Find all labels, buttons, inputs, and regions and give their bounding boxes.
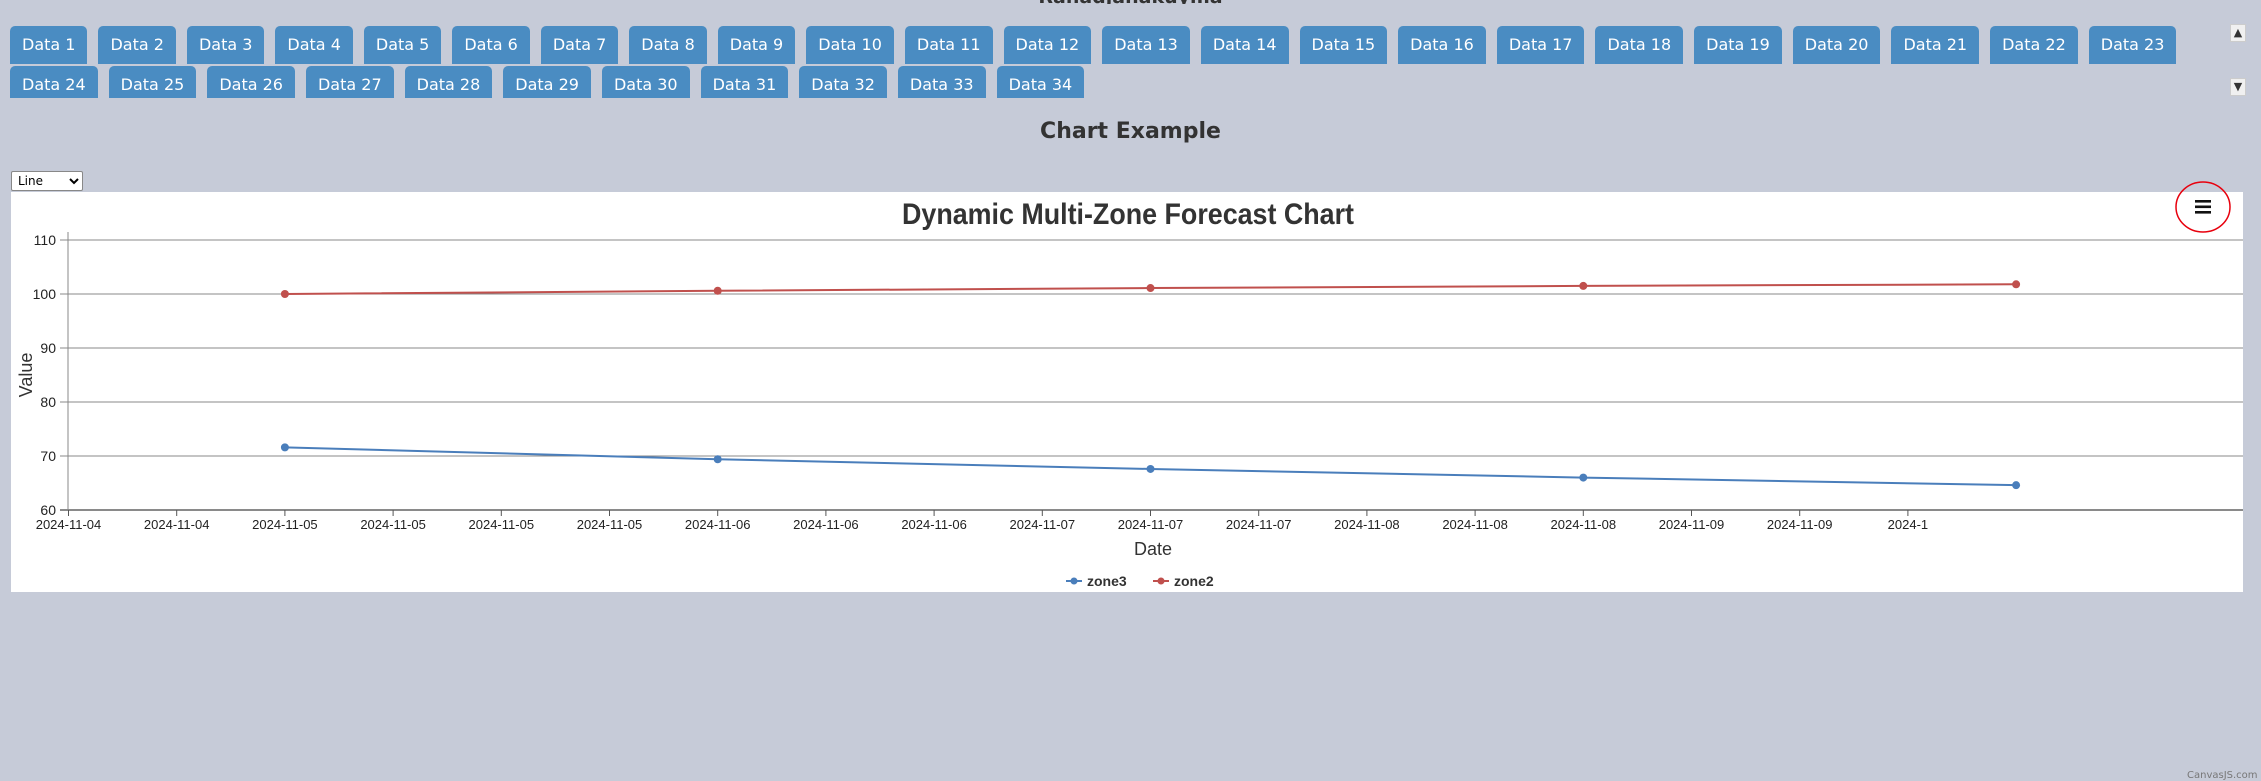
data-point-zone3 <box>1146 464 1155 473</box>
tab-data-30[interactable]: Data 30 <box>601 66 690 98</box>
credit-link[interactable]: CanvasJS.com <box>2187 770 2258 781</box>
tab-data-27[interactable]: Data 27 <box>305 66 394 98</box>
legend-label-zone2: zone2 <box>1174 573 1214 589</box>
data-point-zone3 <box>1579 473 1588 482</box>
tab-data-24[interactable]: Data 24 <box>10 66 98 98</box>
x-tick-label: 2024-11-04 <box>36 517 102 532</box>
x-axis-title: Date <box>1134 539 1172 559</box>
data-tab-bar: Data 1 Data 2 Data 3 Data 4 Data 5 Data 6 Data… <box>10 26 2210 98</box>
data-point-zone3 <box>2012 481 2021 490</box>
tab-data-29[interactable]: Data 29 <box>503 66 591 98</box>
data-point-zone2 <box>2012 280 2021 289</box>
x-tick-label: 2024-11-06 <box>901 517 967 532</box>
y-tick-label: 70 <box>40 448 56 464</box>
chart-menu-button[interactable] <box>2172 180 2232 235</box>
x-tick-label: 2024-11-04 <box>144 517 210 532</box>
tab-data-13[interactable]: Data 13 <box>1102 26 1190 64</box>
legend-marker-zone2 <box>1157 577 1165 585</box>
x-tick-label: 2024-11-07 <box>1118 517 1184 532</box>
x-tick-label: 2024-11-05 <box>577 517 643 532</box>
tab-data-32[interactable]: Data 32 <box>799 66 887 98</box>
x-tick-label: 2024-11-05 <box>252 517 318 532</box>
data-point-zone2 <box>713 286 722 295</box>
y-tick-label: 90 <box>40 340 56 356</box>
red-annotation-circle <box>2175 181 2231 233</box>
data-point-zone2 <box>1579 281 1588 290</box>
tab-data-17[interactable]: Data 17 <box>1496 26 1585 64</box>
tab-data-31[interactable]: Data 31 <box>700 66 789 98</box>
x-tick-label: 2024-11-08 <box>1442 517 1508 532</box>
tab-data-1[interactable]: Data 1 <box>10 26 88 64</box>
tab-data-3[interactable]: Data 3 <box>186 26 265 64</box>
x-tick-label: 2024-11-08 <box>1551 517 1617 532</box>
tab-data-7[interactable]: Data 7 <box>540 26 619 64</box>
x-tick-label: 2024-11-07 <box>1226 517 1292 532</box>
tab-data-15[interactable]: Data 15 <box>1299 26 1388 64</box>
tab-data-28[interactable]: Data 28 <box>404 66 493 98</box>
tab-data-33[interactable]: Data 33 <box>897 66 986 98</box>
y-tick-label: 110 <box>34 232 57 248</box>
tab-data-14[interactable]: Data 14 <box>1200 26 1289 64</box>
tab-data-9[interactable]: Data 9 <box>717 26 796 64</box>
tab-data-5[interactable]: Data 5 <box>363 26 442 64</box>
tab-data-20[interactable]: Data 20 <box>1792 26 1881 64</box>
x-tick-label: 2024-1 <box>1888 517 1928 532</box>
x-tick-label: 2024-11-09 <box>1767 517 1833 532</box>
tab-data-22[interactable]: Data 22 <box>1990 26 2078 64</box>
x-tick-label: 2024-11-06 <box>685 517 751 532</box>
tab-data-10[interactable]: Data 10 <box>806 26 894 64</box>
tab-data-34[interactable]: Data 34 <box>996 66 1085 98</box>
y-axis-title: Value <box>16 353 36 398</box>
x-tick-label: 2024-11-07 <box>1010 517 1076 532</box>
tab-data-19[interactable]: Data 19 <box>1694 26 1782 64</box>
tab-data-21[interactable]: Data 21 <box>1891 26 1980 64</box>
tab-data-23[interactable]: Data 23 <box>2088 26 2177 64</box>
hamburger-menu-icon <box>2195 200 2211 214</box>
tab-data-11[interactable]: Data 11 <box>904 26 993 64</box>
legend-marker-zone3 <box>1070 577 1078 585</box>
tab-data-16[interactable]: Data 16 <box>1398 26 1486 64</box>
tab-data-6[interactable]: Data 6 <box>452 26 530 64</box>
x-tick-label: 2024-11-05 <box>360 517 426 532</box>
chart-container: Dynamic Multi-Zone Forecast Chart 60 70 80 9… <box>11 192 2258 781</box>
x-tick-label: 2024-11-08 <box>1334 517 1400 532</box>
chart-title: Dynamic Multi-Zone Forecast Chart <box>902 198 1354 231</box>
tab-data-4[interactable]: Data 4 <box>275 26 353 64</box>
y-tick-label: 100 <box>33 286 57 302</box>
legend-label-zone3: zone3 <box>1087 573 1127 589</box>
tab-data-12[interactable]: Data 12 <box>1003 26 1092 64</box>
page-heading: Ranadjahakuyma <box>0 0 2261 4</box>
tab-data-25[interactable]: Data 25 <box>108 66 197 98</box>
x-tick-label: 2024-11-06 <box>793 517 859 532</box>
y-tick-label: 80 <box>40 394 56 410</box>
data-point-zone3 <box>280 443 289 452</box>
data-point-zone2 <box>280 290 289 298</box>
x-tick-label: 2024-11-09 <box>1659 517 1725 532</box>
data-point-zone3 <box>713 455 722 464</box>
tab-data-26[interactable]: Data 26 <box>207 66 295 98</box>
tab-data-8[interactable]: Data 8 <box>629 26 707 64</box>
data-point-zone2 <box>1146 284 1155 293</box>
tab-data-18[interactable]: Data 18 <box>1595 26 1684 64</box>
scroll-down-button[interactable]: ▼ <box>2230 78 2246 96</box>
chart-example-title: Chart Example <box>1040 119 1221 144</box>
y-tick-label: 60 <box>40 502 56 518</box>
line-chart: Dynamic Multi-Zone Forecast Chart 60 70 80 9… <box>16 198 2243 589</box>
x-tick-label: 2024-11-05 <box>469 517 535 532</box>
chart-type-select[interactable]: Line <box>11 171 83 191</box>
tab-data-2[interactable]: Data 2 <box>98 26 176 64</box>
scroll-up-button[interactable]: ▲ <box>2230 24 2246 42</box>
